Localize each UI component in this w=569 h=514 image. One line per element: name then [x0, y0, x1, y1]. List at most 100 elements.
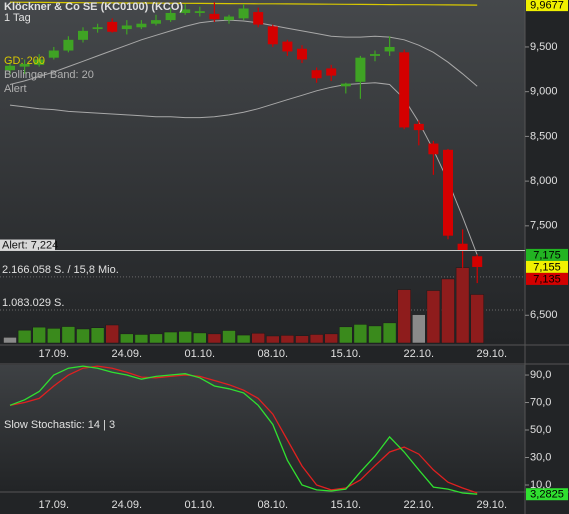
volume-bar — [193, 332, 207, 344]
candle-body — [384, 46, 395, 52]
candle-body — [34, 59, 45, 65]
volume-bar — [382, 322, 397, 344]
y-tick-label: 30,0 — [530, 451, 551, 463]
volume-bar — [339, 326, 353, 344]
x-tick-label: 17.09. — [39, 499, 70, 511]
candle-body — [428, 143, 439, 155]
stochastic-line — [9, 365, 478, 495]
volume-bar — [251, 332, 265, 344]
volume-bar — [76, 328, 90, 344]
indicator-title: Slow Stochastic: 14 | 3 — [4, 419, 115, 431]
stochastic-line — [9, 365, 478, 494]
x-tick-label: 01.10. — [185, 348, 216, 360]
price-marker-label: 7,155 — [533, 261, 561, 273]
alert-label: Alert: 7,224 — [2, 239, 58, 251]
volume-bar — [324, 333, 338, 344]
volume-bar — [120, 333, 134, 344]
y-tick-label: 9,500 — [530, 41, 558, 53]
candle-body — [5, 65, 15, 71]
volume-bar — [455, 267, 470, 344]
candle-body — [443, 149, 453, 236]
price-marker — [526, 488, 568, 501]
stochastic-panel — [0, 365, 525, 492]
volume-bar — [236, 334, 251, 344]
volume-bar — [426, 290, 441, 344]
candle-body — [297, 48, 307, 60]
price-marker-label: 7,175 — [533, 249, 561, 261]
volume-bar — [222, 330, 236, 344]
y-tick-label: 70,0 — [530, 396, 551, 408]
candle-body — [194, 11, 205, 13]
x-tick-label: 08.10. — [258, 348, 289, 360]
price-marker — [526, 272, 568, 285]
volume-bar — [280, 335, 295, 344]
volume-bar — [134, 334, 149, 344]
candle-body — [282, 41, 293, 52]
volume-tick-label: 2.166.058 S. / 15,8 Mio. — [2, 264, 119, 276]
price-marker-label: 7,135 — [533, 273, 561, 285]
x-tick-label: 22.10. — [404, 499, 435, 511]
candle-body — [136, 23, 147, 28]
y-tick-label: 90,0 — [530, 369, 551, 381]
x-tick-label: 17.09. — [39, 348, 70, 360]
y-tick-label: 8,000 — [530, 175, 558, 187]
moving-average — [9, 1, 478, 6]
volume-tick-label: 1.083.029 S. — [2, 297, 64, 309]
candle-body — [326, 68, 337, 76]
y-tick-label: 8,500 — [530, 130, 558, 142]
volume-bar — [32, 326, 46, 344]
candle-body — [457, 243, 468, 250]
candle-body — [267, 26, 278, 45]
y-tick-label: 7,500 — [530, 220, 558, 232]
volume-bar — [90, 327, 105, 344]
candle-body — [399, 52, 410, 128]
candle-body — [19, 63, 30, 67]
candle-body — [253, 12, 264, 25]
candle-body — [63, 39, 74, 51]
interval: 1 Tag — [4, 12, 31, 24]
chart-title: Klöckner & Co SE (KC0100) (KCO) — [4, 1, 183, 13]
volume-bar — [266, 335, 280, 344]
candle-body — [340, 83, 351, 87]
candle-body — [180, 9, 191, 13]
y-tick-label: 9,000 — [530, 86, 558, 98]
price-panel — [0, 0, 525, 345]
candle-body — [121, 25, 132, 30]
volume-bar — [470, 294, 484, 344]
candle-body — [472, 256, 483, 267]
y-tick-label: 6,500 — [530, 309, 558, 321]
candle-body — [165, 12, 176, 21]
candle-body — [413, 123, 424, 131]
candle-body — [48, 50, 59, 58]
candle-body — [238, 8, 249, 19]
price-marker — [526, 0, 568, 12]
price-marker — [526, 248, 568, 261]
candle-body — [224, 16, 234, 21]
candle-body — [92, 27, 103, 30]
volume-bar — [178, 331, 192, 344]
volume-bar — [17, 329, 32, 344]
x-tick-label: 29.10. — [477, 348, 508, 360]
volume-bar — [397, 289, 411, 344]
volume-bar — [105, 324, 119, 344]
volume-bar — [368, 325, 382, 344]
volume-bar — [353, 324, 368, 344]
marks — [0, 0, 568, 501]
volume-bar — [3, 337, 17, 344]
legend-entry: Bollinger Band: 20 — [4, 69, 94, 81]
price-marker-label: 9,9677 — [530, 0, 564, 12]
y-tick-label: 50,0 — [530, 424, 551, 436]
x-tick-label: 01.10. — [185, 499, 216, 511]
candle-body — [107, 21, 118, 32]
x-tick-label: 24.09. — [112, 348, 143, 360]
volume-bar — [163, 331, 178, 344]
candle-body — [151, 20, 161, 24]
legend-entry: Alert — [4, 83, 27, 95]
bollinger-band — [9, 19, 478, 87]
legend-entry: GD: 200 — [4, 55, 45, 67]
volume-bar — [207, 333, 222, 344]
x-tick-label: 15.10. — [331, 499, 362, 511]
